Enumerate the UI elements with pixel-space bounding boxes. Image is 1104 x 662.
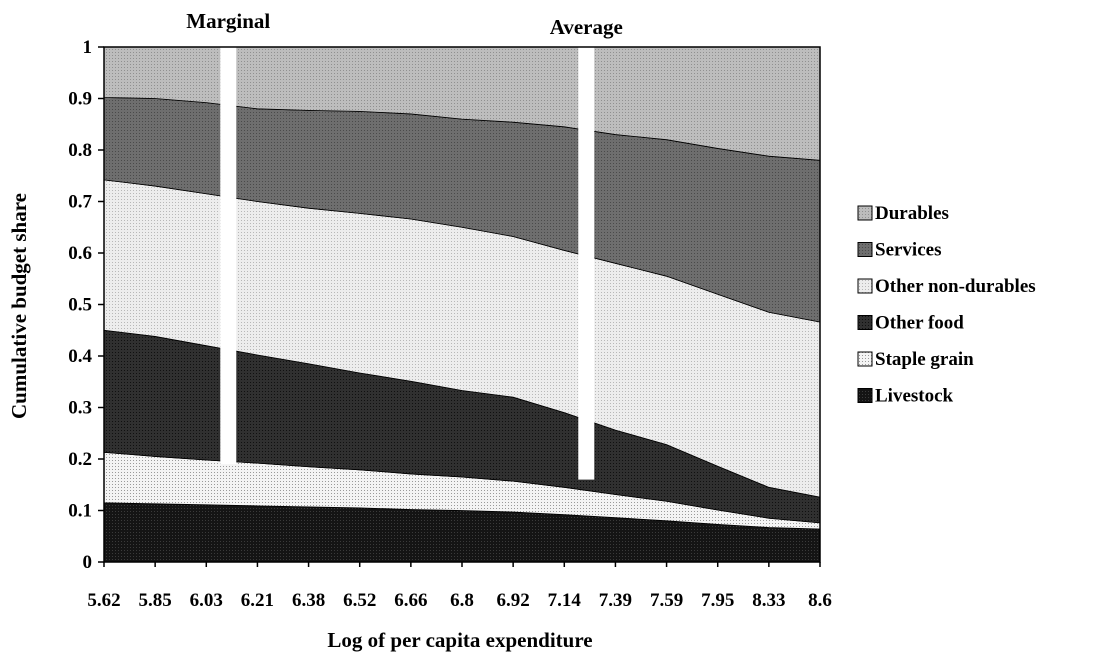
legend-label-other-food: Other food [875, 313, 964, 334]
y-axis: 0 0.1 0.2 0.3 0.4 0.5 0.6 0.7 0.8 0.9 1 [68, 37, 104, 573]
annotation-label-average: Average [550, 15, 623, 39]
x-tick-label: 6.52 [343, 590, 376, 611]
y-tick-label: 0.6 [68, 243, 92, 264]
legend-swatch-services [857, 242, 873, 257]
y-tick-label: 0.5 [68, 295, 92, 316]
y-tick-label: 0.1 [68, 501, 92, 522]
legend-swatch-staple-grain [857, 351, 873, 367]
x-tick-label: 8.33 [752, 590, 785, 611]
annotations: Marginal Average [186, 9, 623, 39]
x-tick-label: 6.03 [190, 590, 223, 611]
legend-label-services: Services [875, 240, 941, 261]
y-tick-label: 0.9 [68, 89, 92, 110]
annotation-label-marginal: Marginal [186, 9, 270, 33]
y-tick-label: 0.7 [68, 192, 92, 213]
x-tick-label: 7.95 [701, 590, 734, 611]
legend-label-other-non-durables: Other non-durables [875, 276, 1036, 297]
x-tick-label: 6.38 [292, 590, 325, 611]
legend: Durables Services Other non-durables Other … [857, 203, 1036, 407]
y-tick-label: 0.2 [68, 449, 92, 470]
legend-swatch-other-non-durables [857, 278, 873, 294]
x-tick-label: 7.39 [599, 590, 632, 611]
annotation-bar-average [578, 45, 595, 480]
legend-swatch-durables [857, 205, 873, 221]
x-tick-label: 5.85 [139, 590, 172, 611]
x-tick-label: 8.6 [808, 590, 832, 611]
legend-label-durables: Durables [875, 203, 949, 224]
y-axis-title: Cumulative budget share [7, 193, 31, 419]
x-tick-label: 6.66 [394, 590, 427, 611]
legend-swatch-livestock [857, 388, 873, 403]
x-axis-title: Log of per capita expenditure [327, 628, 592, 652]
y-tick-label: 1 [83, 37, 93, 58]
y-tick-label: 0 [83, 552, 93, 573]
x-tick-label: 6.92 [497, 590, 530, 611]
legend-swatch-other-food [857, 315, 873, 330]
x-tick-label: 6.21 [241, 590, 274, 611]
x-axis: 5.62 5.85 6.03 6.21 6.38 6.52 6.66 6.8 6.92 7.14 7… [87, 562, 832, 611]
y-tick-label: 0.8 [68, 140, 92, 161]
area-layers [103, 46, 821, 563]
x-tick-label: 7.59 [650, 590, 683, 611]
y-tick-label: 0.4 [68, 346, 92, 367]
x-tick-label: 7.14 [548, 590, 582, 611]
x-tick-label: 6.8 [450, 590, 474, 611]
annotation-gaps [220, 45, 595, 480]
legend-label-livestock: Livestock [875, 386, 954, 407]
legend-label-staple-grain: Staple grain [875, 349, 974, 370]
annotation-bar-marginal [220, 45, 237, 465]
x-tick-label: 5.62 [87, 590, 120, 611]
y-tick-label: 0.3 [68, 398, 92, 419]
